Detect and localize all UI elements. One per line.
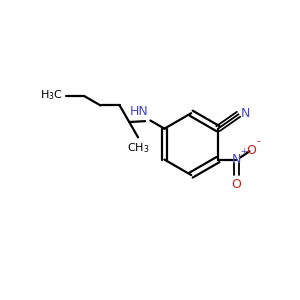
Text: +: + — [240, 147, 247, 156]
Text: O: O — [231, 178, 241, 191]
Text: O: O — [246, 144, 256, 157]
Text: CH$_3$: CH$_3$ — [127, 141, 149, 155]
Text: HN: HN — [130, 105, 149, 118]
Text: H$_3$C: H$_3$C — [40, 88, 63, 102]
Text: N: N — [232, 153, 241, 166]
Text: N: N — [241, 106, 250, 120]
Text: -: - — [256, 136, 260, 146]
